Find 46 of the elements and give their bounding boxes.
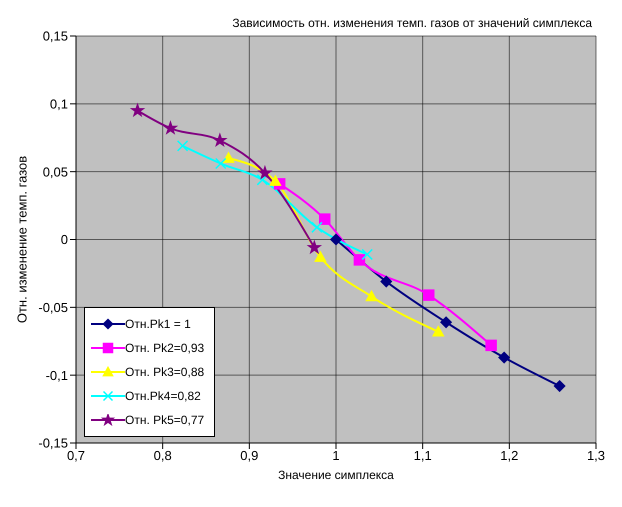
legend-label: Отн. Pk5=0,77 <box>125 412 204 429</box>
x-tick-label: 0,7 <box>66 448 86 464</box>
y-tick-label: -0,15 <box>38 436 68 451</box>
x-tick-label: 1,1 <box>414 448 432 464</box>
point <box>485 340 497 352</box>
y-tick-label: 0,15 <box>42 28 68 44</box>
x-tick-label: 0,8 <box>154 448 172 464</box>
point <box>311 222 323 234</box>
x-tick-label: 1,2 <box>500 448 518 464</box>
y-tick-label: 0,1 <box>50 96 68 112</box>
x-axis-title: Значение симплекса <box>278 468 394 482</box>
point <box>314 251 326 262</box>
point <box>380 276 392 288</box>
x-tick-label: 0,9 <box>240 448 258 464</box>
point <box>270 175 282 186</box>
legend-label: Отн. Pk2=0,93 <box>125 340 204 357</box>
point <box>258 166 272 178</box>
point <box>498 352 510 364</box>
point <box>256 174 268 186</box>
point <box>214 158 226 170</box>
legend-label: Отн.Pk4=0,82 <box>125 388 201 405</box>
point <box>176 140 188 152</box>
point <box>330 234 342 246</box>
point <box>164 122 177 134</box>
legend-label: Отн.Pk1 = 1 <box>125 316 191 333</box>
point <box>366 290 378 302</box>
x-tick-label: 1 <box>332 448 340 464</box>
y-tick-label: 0,05 <box>42 164 68 180</box>
legend-label: Отн. Pk3=0,88 <box>125 364 204 381</box>
y-tick-label: -0,1 <box>46 368 68 383</box>
chart-title: Зависимость отн. изменения темп. газов от значений симплекса <box>232 16 592 30</box>
y-tick-label: 0 <box>60 232 68 248</box>
point <box>432 326 444 337</box>
y-axis-title: Отн. изменение темп. газов <box>14 156 30 324</box>
point <box>422 289 434 301</box>
point <box>361 248 373 260</box>
point <box>318 213 330 225</box>
point <box>222 152 234 163</box>
point <box>214 134 226 146</box>
y-tick-label: -0,05 <box>38 300 68 315</box>
point <box>554 380 566 392</box>
point <box>131 104 144 116</box>
point <box>440 316 452 328</box>
point <box>354 254 366 266</box>
x-tick-label: 1,3 <box>586 448 606 464</box>
point <box>308 241 321 254</box>
